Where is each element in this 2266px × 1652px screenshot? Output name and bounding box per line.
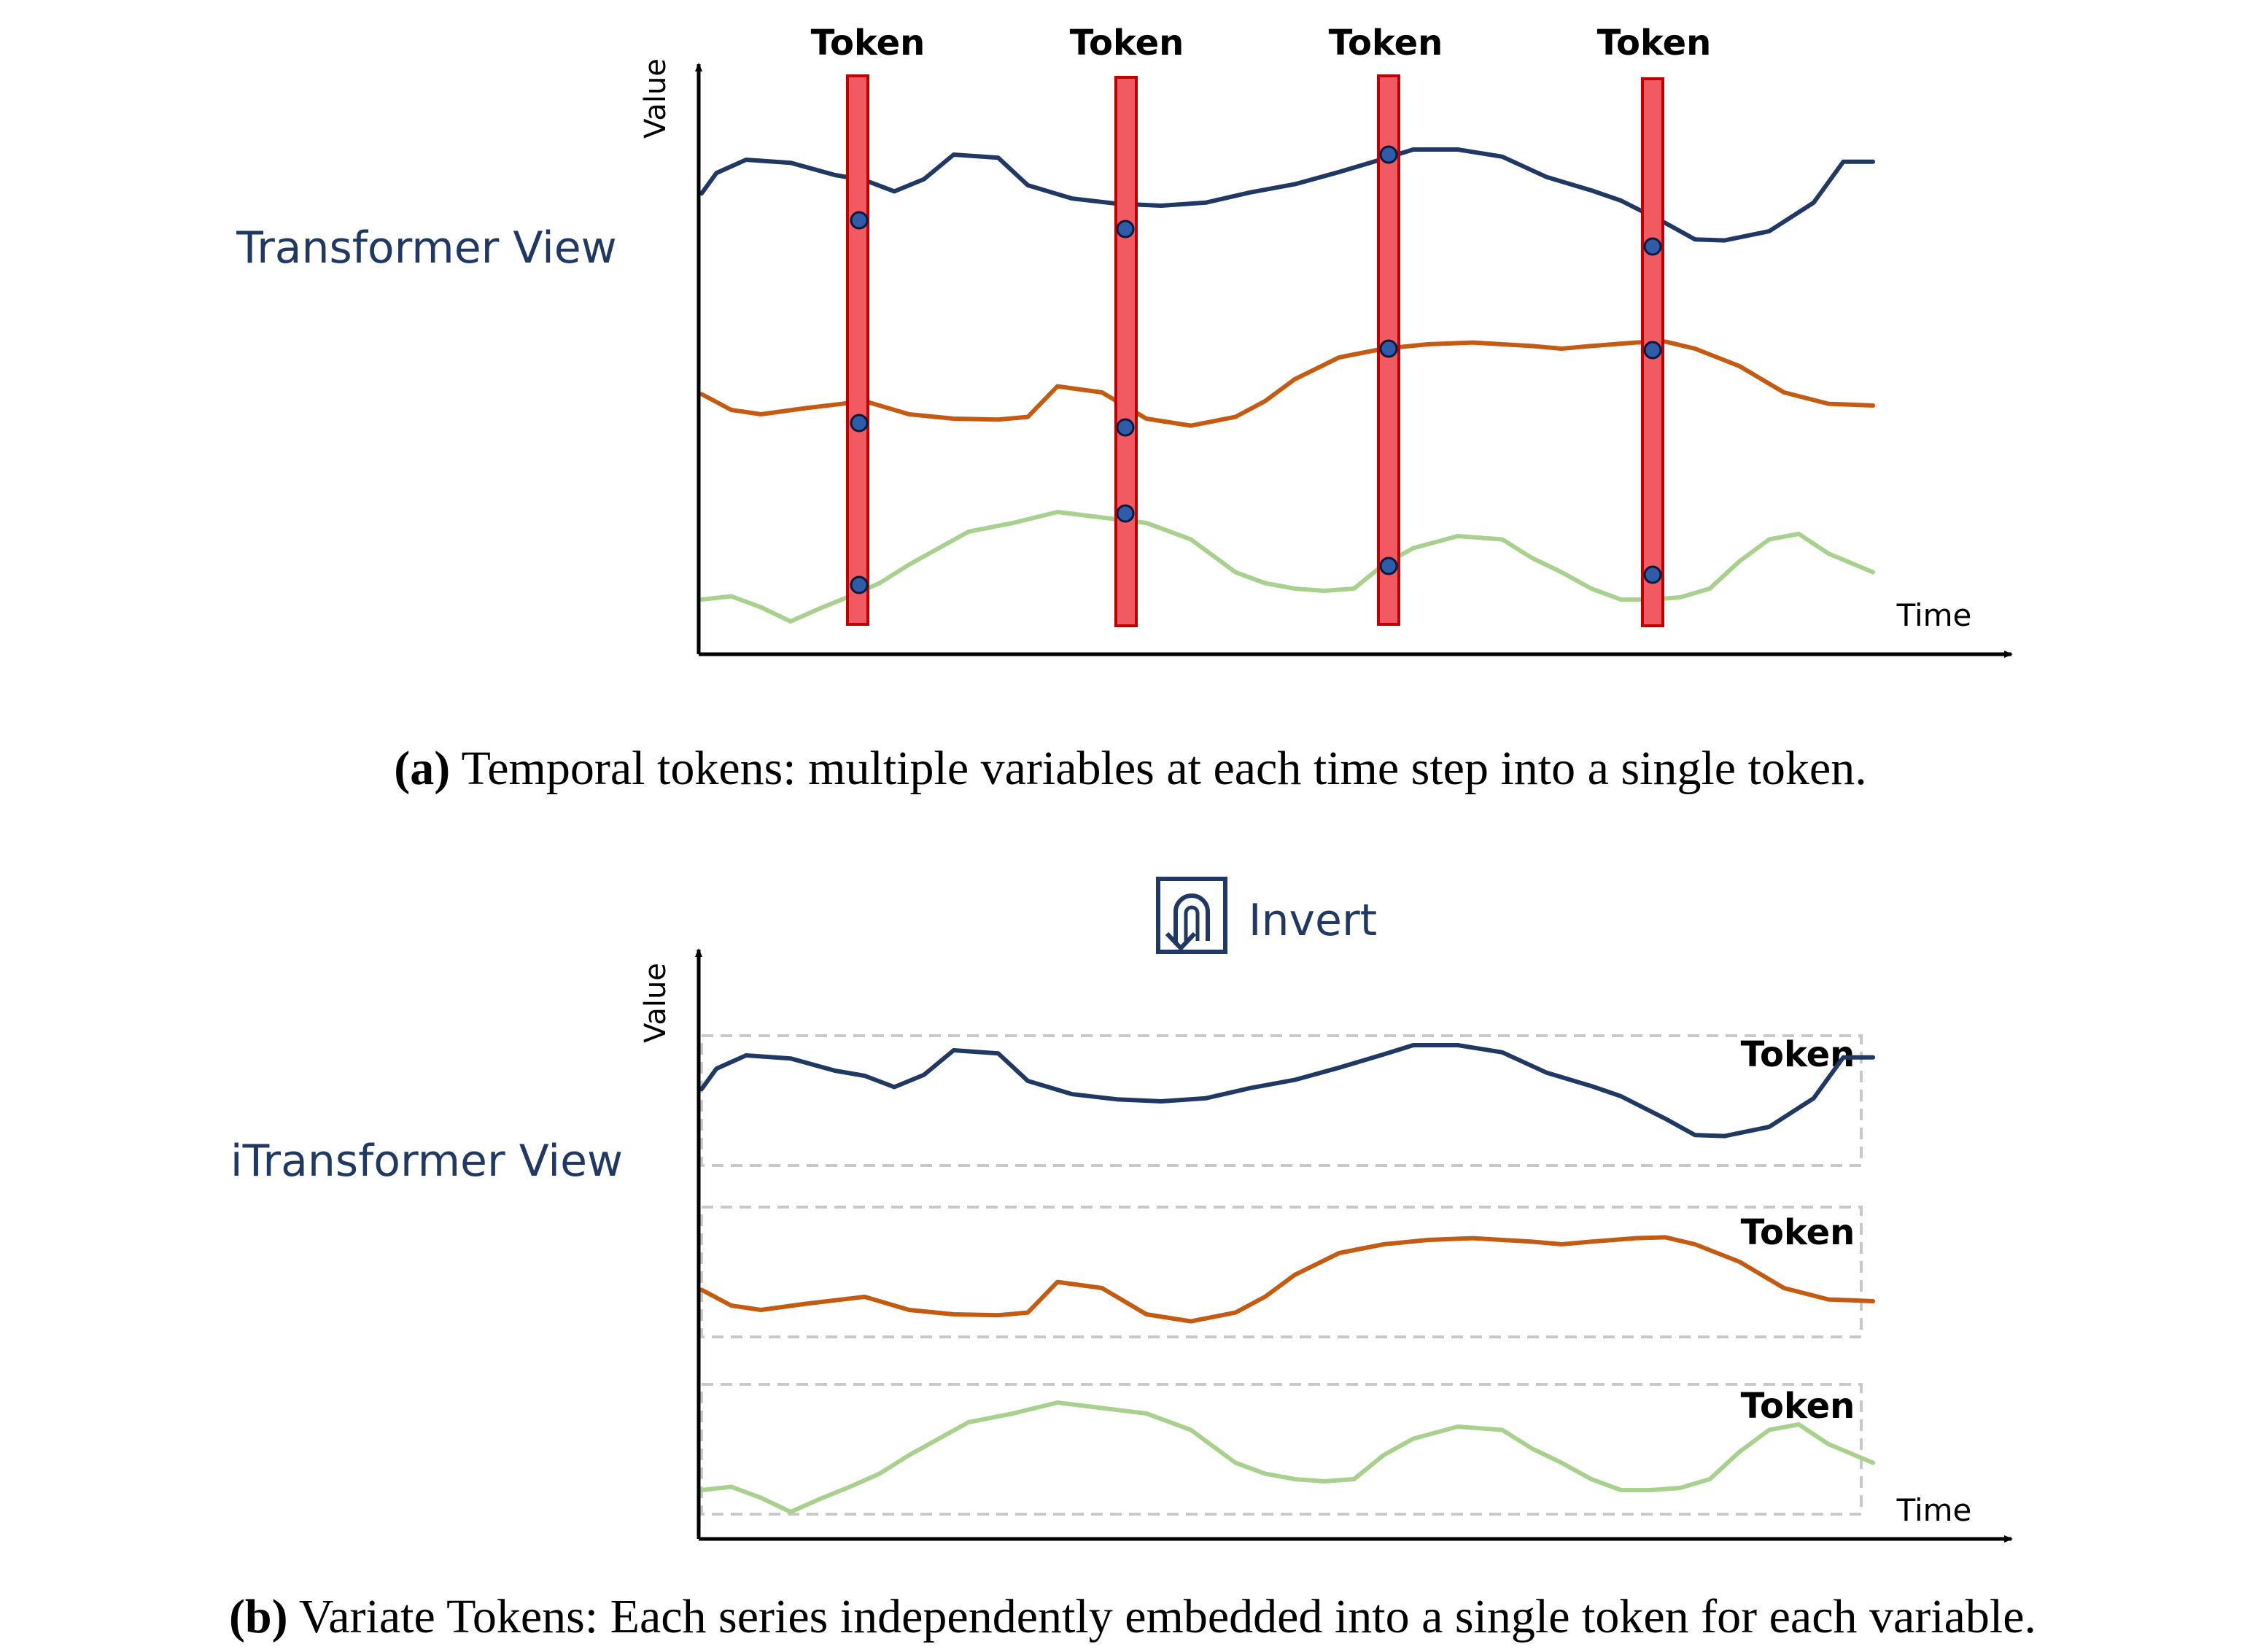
variate-token-bottom: Token: [700, 1383, 1863, 1516]
panel-b-series: [699, 1043, 1876, 1514]
token-label: Token: [1741, 1034, 1855, 1075]
token-dot: [1643, 237, 1662, 256]
token-box: [700, 1383, 1863, 1516]
caption-b-text: Variate Tokens: Each series independentl…: [288, 1590, 2036, 1643]
token-column-2: Token: [1070, 23, 1184, 627]
token-box: [700, 1206, 1863, 1338]
series-line-top: [699, 1043, 1876, 1139]
caption-b: (b) Variate Tokens: Each series independ…: [229, 1590, 2036, 1643]
u-turn-arrow-icon: [1156, 877, 1227, 954]
token-bar: [1114, 76, 1138, 627]
token-dot: [850, 575, 869, 594]
series-line-bottom: [699, 1400, 1876, 1514]
token-column-3: Token: [1329, 23, 1443, 626]
token-label: Token: [811, 23, 926, 63]
token-label: Token: [1597, 23, 1712, 63]
panel-a: Transformer View Value Time Token Token …: [236, 23, 2013, 795]
token-dot: [850, 414, 869, 433]
token-bar: [846, 74, 869, 626]
token-dots: [850, 145, 1662, 594]
panel-a-x-axis-label: Time: [1896, 597, 1972, 633]
panel-b-y-axis-label: Value: [639, 963, 672, 1043]
token-dot: [1379, 557, 1398, 575]
token-label: Token: [1741, 1386, 1855, 1427]
caption-a-tag: (a): [394, 742, 450, 795]
panel-b-x-axis-label: Time: [1896, 1492, 1972, 1528]
variate-token-middle: Token: [700, 1206, 1863, 1338]
series-line-bottom: [699, 510, 1876, 624]
caption-a-text: Temporal tokens: multiple variables at e…: [450, 742, 1867, 795]
token-label: Token: [1070, 23, 1184, 63]
token-dot: [1116, 220, 1135, 239]
token-dot: [1379, 339, 1398, 358]
token-dot: [850, 211, 869, 230]
series-line-middle: [699, 1235, 1876, 1324]
series-line-top: [699, 147, 1876, 243]
variate-token-top: Token: [700, 1034, 1863, 1167]
panel-a-y-axis-label: Value: [639, 58, 672, 139]
panel-a-series: [699, 147, 1876, 624]
transformer-view-label: Transformer View: [236, 222, 616, 274]
token-dot: [1116, 418, 1135, 437]
token-dot: [1116, 504, 1135, 523]
panel-b: Invert iTransformer View Value Time Toke…: [229, 877, 2036, 1643]
token-dot: [1379, 145, 1398, 164]
invert-label: Invert: [1249, 895, 1377, 946]
series-line-middle: [699, 339, 1876, 428]
token-dot: [1643, 341, 1662, 360]
token-dot: [1643, 565, 1662, 584]
token-label: Token: [1741, 1212, 1855, 1253]
token-column-4: Token: [1597, 23, 1712, 627]
itransformer-view-label: iTransformer View: [230, 1136, 623, 1187]
token-label: Token: [1329, 23, 1443, 63]
caption-a: (a) Temporal tokens: multiple variables …: [394, 742, 1866, 795]
caption-b-tag: (b): [229, 1590, 288, 1643]
token-box: [700, 1034, 1863, 1167]
token-column-1: Token: [811, 23, 926, 626]
